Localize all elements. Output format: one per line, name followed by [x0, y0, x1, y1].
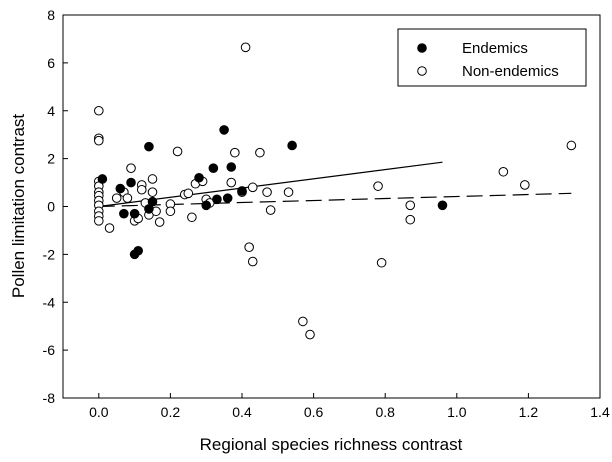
x-tick-label: 0.6 [304, 404, 324, 420]
legend-marker-non-endemics [417, 66, 427, 76]
y-tick-label: -8 [43, 390, 56, 406]
point-non-endemic [226, 177, 237, 188]
point-endemic [201, 200, 211, 211]
point-non-endemic [376, 257, 387, 268]
point-non-endemic [265, 205, 276, 215]
x-tick-label: 0.4 [232, 404, 252, 420]
legend-label-endemics: Endemics [462, 40, 528, 57]
data-points [94, 42, 577, 340]
point-endemic [219, 125, 229, 135]
point-non-endemic [247, 256, 258, 267]
point-non-endemic [405, 200, 416, 211]
point-endemic [144, 141, 154, 152]
point-endemic [194, 172, 204, 183]
y-tick-label: 0 [47, 199, 55, 215]
legend-box [397, 28, 587, 87]
point-non-endemic [230, 147, 240, 158]
point-non-endemic [172, 146, 183, 157]
point-endemic [129, 208, 140, 219]
y-tick-label: -2 [43, 246, 56, 262]
point-non-endemic [147, 187, 158, 197]
x-axis-title: Regional species richness contrast [200, 435, 463, 454]
point-endemic [126, 177, 136, 188]
point-endemic [208, 163, 219, 173]
point-non-endemic [298, 316, 308, 327]
x-tick-label: 1.4 [590, 404, 610, 420]
point-non-endemic [498, 166, 509, 177]
y-tick-label: 4 [47, 103, 55, 119]
point-non-endemic [94, 135, 104, 146]
point-endemic [147, 196, 158, 207]
point-endemic [237, 186, 247, 196]
y-tick-label: -6 [43, 342, 56, 358]
point-non-endemic [262, 187, 272, 197]
point-non-endemic [136, 184, 147, 195]
point-non-endemic [405, 214, 416, 225]
x-tick-label: 0.2 [161, 404, 181, 420]
point-non-endemic [154, 217, 165, 227]
point-non-endemic [255, 147, 265, 158]
point-non-endemic [240, 42, 251, 53]
axis-ticks: 0.0 0.2 0.4 0.6 0.8 1.0 1.2 1.4 -8 -6 -4 -2 0 2 4 6 8 [43, 7, 610, 420]
point-non-endemic [165, 206, 176, 217]
point-endemic [212, 194, 222, 205]
x-tick-label: 1.0 [447, 404, 467, 420]
point-endemic [437, 200, 448, 211]
point-non-endemic [187, 212, 197, 223]
legend-marker-endemics [417, 43, 427, 53]
point-endemic [119, 208, 129, 219]
point-non-endemic [183, 188, 194, 199]
point-endemic [226, 162, 237, 172]
point-endemic [133, 245, 143, 256]
point-non-endemic [305, 329, 315, 340]
y-tick-label: 6 [47, 55, 55, 71]
y-tick-label: -4 [43, 294, 56, 310]
y-tick-label: 2 [47, 151, 55, 167]
point-endemic [287, 140, 297, 151]
point-non-endemic [94, 105, 104, 116]
point-non-endemic [520, 180, 530, 190]
legend-label-non-endemics: Non-endemics [462, 63, 559, 80]
point-non-endemic [283, 187, 294, 197]
point-non-endemic [147, 174, 158, 184]
legend: Endemics Non-endemics [397, 28, 587, 87]
point-non-endemic [247, 182, 258, 193]
point-non-endemic [373, 181, 383, 191]
point-endemic [115, 183, 126, 194]
point-non-endemic [122, 193, 133, 203]
x-tick-label: 0.0 [89, 404, 109, 420]
y-axis-title: Pollen limitation contrast [9, 114, 28, 299]
point-non-endemic [244, 242, 254, 252]
point-endemic [97, 174, 108, 184]
point-non-endemic [94, 216, 104, 226]
point-non-endemic [111, 193, 122, 203]
point-endemic [222, 193, 233, 203]
y-tick-label: 8 [47, 7, 55, 23]
x-tick-label: 0.8 [375, 404, 395, 420]
x-tick-label: 1.2 [519, 404, 539, 420]
point-non-endemic [126, 163, 136, 173]
trendline-non-endemics [98, 192, 572, 208]
point-non-endemic [104, 223, 115, 233]
point-non-endemic [566, 140, 577, 151]
